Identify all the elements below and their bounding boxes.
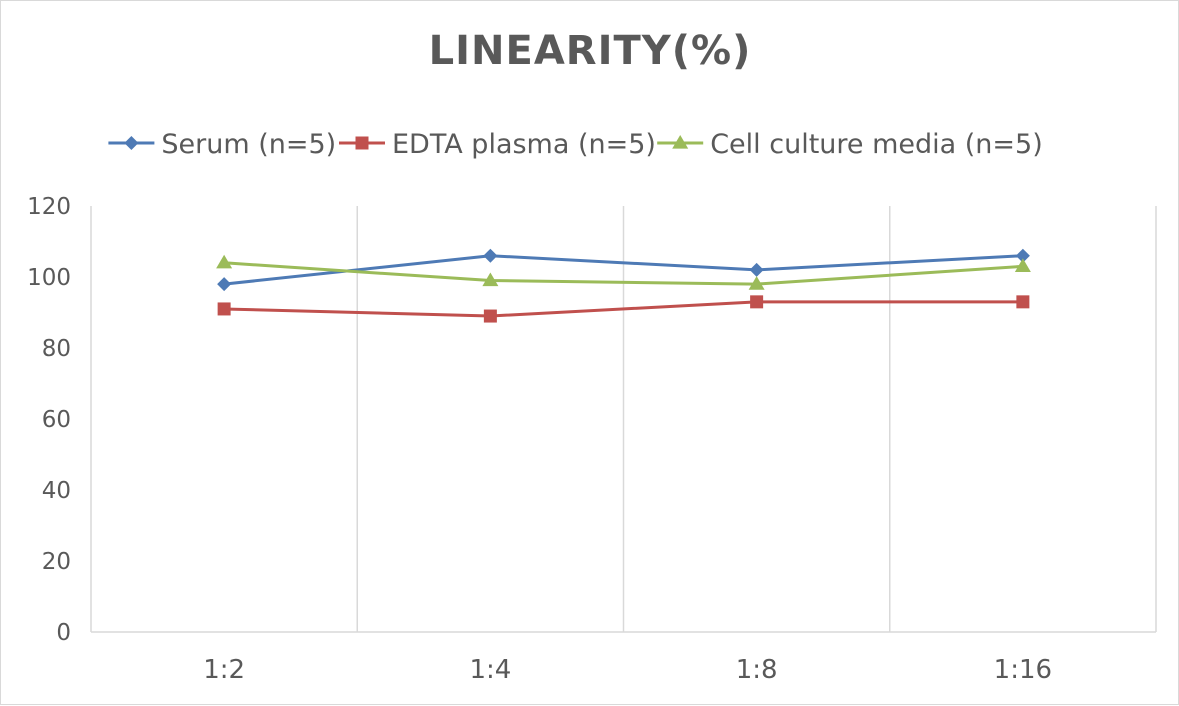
y-tick-label: 80 <box>42 336 71 362</box>
series-line <box>224 300 1023 318</box>
data-point <box>217 302 231 316</box>
series-line <box>224 261 1023 286</box>
data-point <box>750 295 764 309</box>
y-tick-label: 20 <box>42 549 71 575</box>
legend-label: Cell culture media (n=5) <box>710 129 1043 160</box>
legend-marker <box>124 136 139 150</box>
data-point <box>216 254 233 269</box>
series-layer <box>216 248 1031 323</box>
data-point <box>1015 248 1030 263</box>
y-tick-label: 40 <box>42 478 71 504</box>
grid <box>90 206 1157 632</box>
y-tick-label: 60 <box>42 407 71 433</box>
data-point <box>748 276 765 290</box>
data-point <box>1014 258 1031 272</box>
x-tick-label: 1:16 <box>994 655 1052 685</box>
series-3 <box>216 254 1031 290</box>
data-point <box>217 277 232 292</box>
y-tick-label: 0 <box>56 620 71 646</box>
legend-label: Serum (n=5) <box>161 129 336 160</box>
x-tick-label: 1:2 <box>203 655 245 685</box>
data-point <box>483 309 497 323</box>
x-tick-label: 1:4 <box>469 655 511 685</box>
y-tick-label: 100 <box>27 265 71 291</box>
legend-label: EDTA plasma (n=5) <box>392 129 656 160</box>
series-line <box>223 254 1023 286</box>
x-tick-label: 1:8 <box>736 655 778 685</box>
data-point <box>482 272 499 287</box>
legend: Serum (n=5) EDTA plasma (n=5) Cell culture… <box>108 129 1043 160</box>
legend-item: EDTA plasma (n=5) <box>339 129 656 160</box>
chart-title: LINEARITY(%) <box>429 28 752 74</box>
y-tick-label: 120 <box>27 194 71 220</box>
legend-item: Cell culture media (n=5) <box>657 129 1043 160</box>
series-1 <box>217 248 1030 292</box>
legend-marker <box>672 135 689 149</box>
data-point <box>749 262 764 277</box>
legend-item: Serum (n=5) <box>108 129 336 160</box>
axes: 0 20 40 60 80 100 120 1:2 1:4 1:8 1:16 <box>27 194 1156 685</box>
series-2 <box>217 295 1030 323</box>
legend-marker <box>355 136 369 150</box>
data-point <box>1016 295 1030 309</box>
data-point <box>483 248 498 263</box>
